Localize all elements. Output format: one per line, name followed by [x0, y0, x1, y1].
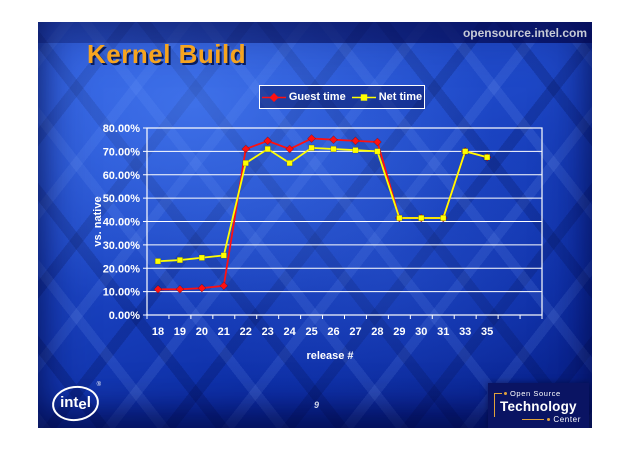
- svg-text:30: 30: [415, 326, 427, 338]
- svg-text:release #: release #: [306, 350, 353, 362]
- svg-text:25: 25: [305, 326, 317, 338]
- svg-text:0.00%: 0.00%: [109, 310, 140, 322]
- y-axis-labels: 0.00% 10.00% 20.00% 30.00% 40.00% 50.00% 60.00…: [103, 123, 141, 322]
- open-source-technology-center-logo: Open Source Technology Center: [488, 383, 589, 428]
- svg-text:23: 23: [262, 326, 274, 338]
- legend-label-guest-time: Guest time: [288, 91, 346, 103]
- intel-logo-text: intel: [60, 394, 91, 413]
- intel-logo: intel ®: [50, 382, 101, 424]
- gold-line-icon: [522, 419, 545, 420]
- guest-time-marker-icon: [261, 92, 286, 102]
- svg-text:80.00%: 80.00%: [103, 123, 141, 135]
- gold-dot-icon: [547, 418, 551, 421]
- slide-number: 9: [314, 400, 320, 410]
- svg-text:35: 35: [481, 326, 493, 338]
- svg-text:10.00%: 10.00%: [103, 287, 141, 299]
- legend-item-guest-time: Guest time: [261, 91, 346, 103]
- axis-titles: release # vs. native: [92, 196, 354, 362]
- svg-text:20.00%: 20.00%: [103, 263, 141, 275]
- slide: opensource.intel.com Kernel Build Guest …: [38, 22, 592, 428]
- svg-text:60.00%: 60.00%: [103, 170, 141, 182]
- kernel-build-chart: 0.00% 10.00% 20.00% 30.00% 40.00% 50.00% 60.00…: [92, 123, 543, 362]
- ostc-bracket-line: [494, 393, 502, 417]
- svg-text:22: 22: [240, 326, 252, 338]
- legend-item-net-time: Net time: [351, 91, 423, 103]
- svg-text:40.00%: 40.00%: [103, 217, 141, 229]
- x-axis-labels: 18 19 20 21 22 23 24 25 26 27 28 29 30 31 33 35: [152, 326, 493, 338]
- ostc-technology-label: Technology: [500, 399, 577, 414]
- svg-text:31: 31: [437, 326, 449, 338]
- svg-text:24: 24: [284, 326, 297, 338]
- chart-legend: Guest time Net time: [259, 85, 425, 109]
- svg-text:27: 27: [349, 326, 361, 338]
- ostc-center-row: Center: [522, 415, 581, 424]
- top-band-decoration: [38, 22, 592, 43]
- axes: [143, 127, 543, 319]
- svg-text:70.00%: 70.00%: [103, 146, 141, 158]
- svg-text:29: 29: [393, 326, 405, 338]
- site-url: opensource.intel.com: [462, 26, 587, 40]
- series-guest-time: [153, 134, 492, 294]
- ostc-open-source-row: Open Source: [504, 389, 589, 398]
- ostc-center-label: Center: [553, 415, 581, 424]
- ostc-open-source-label: Open Source: [510, 389, 561, 398]
- gold-dot-icon: [504, 392, 507, 395]
- slide-title: Kernel Build: [87, 39, 247, 69]
- svg-text:21: 21: [218, 326, 230, 338]
- registered-trademark: ®: [96, 382, 101, 388]
- series-net-time: [154, 144, 491, 265]
- svg-text:50.00%: 50.00%: [103, 193, 141, 205]
- legend-label-net-time: Net time: [378, 91, 423, 103]
- svg-text:20: 20: [196, 326, 208, 338]
- svg-text:33: 33: [459, 326, 471, 338]
- svg-text:28: 28: [371, 326, 383, 338]
- svg-text:19: 19: [174, 326, 186, 338]
- svg-text:26: 26: [327, 326, 339, 338]
- svg-text:vs. native: vs. native: [92, 196, 104, 246]
- svg-text:30.00%: 30.00%: [103, 240, 141, 252]
- net-time-marker-icon: [351, 93, 376, 102]
- svg-text:18: 18: [152, 326, 164, 338]
